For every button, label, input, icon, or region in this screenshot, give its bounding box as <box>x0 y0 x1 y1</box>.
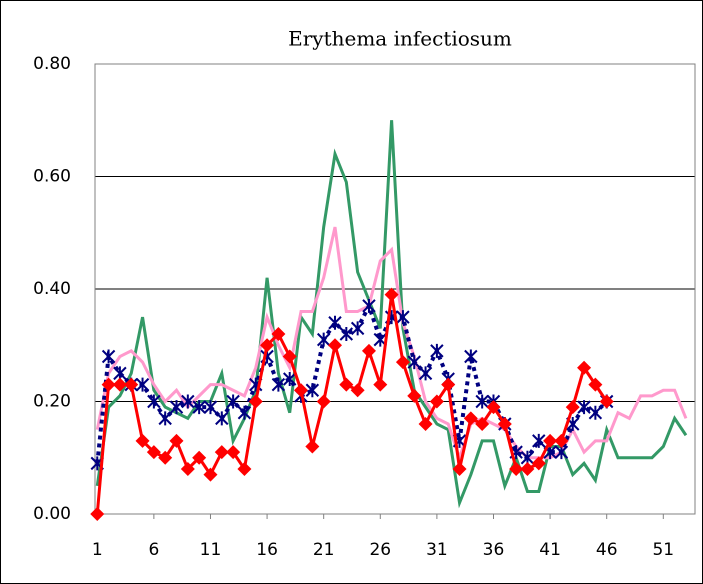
point-marker <box>90 507 105 521</box>
plot-frame <box>94 63 696 515</box>
point-marker <box>283 372 297 386</box>
point-marker <box>305 439 320 454</box>
point-marker <box>158 450 173 465</box>
point-marker <box>475 394 489 409</box>
point-marker <box>362 298 376 313</box>
point-marker <box>350 321 365 336</box>
point-marker <box>407 355 421 370</box>
point-marker <box>554 433 569 448</box>
series-line <box>95 300 609 464</box>
x-tick-label: 11 <box>200 540 222 560</box>
point-marker <box>146 445 161 460</box>
point-marker <box>282 349 297 364</box>
point-marker <box>588 405 603 420</box>
point-marker <box>532 433 546 448</box>
x-tick-label: 46 <box>596 540 618 560</box>
point-marker <box>418 366 433 381</box>
x-tick-label: 6 <box>148 540 159 560</box>
point-marker <box>237 462 252 476</box>
point-marker <box>271 377 286 392</box>
x-tick-label: 31 <box>426 540 448 560</box>
point-marker <box>237 405 252 420</box>
point-marker <box>316 332 331 347</box>
point-marker <box>305 383 320 398</box>
point-marker <box>497 417 512 431</box>
point-marker <box>441 377 456 392</box>
point-marker <box>565 400 580 415</box>
y-tick-label: 0.60 <box>33 167 71 187</box>
point-marker <box>226 445 241 460</box>
x-tick-label: 36 <box>483 540 505 560</box>
point-marker <box>486 400 501 415</box>
point-marker <box>215 411 229 426</box>
point-marker <box>464 349 478 364</box>
point-marker <box>429 394 444 409</box>
y-tick-label: 0.00 <box>33 504 71 524</box>
point-marker <box>169 433 184 448</box>
point-marker <box>599 394 614 409</box>
point-marker <box>112 377 127 392</box>
point-marker <box>181 394 195 409</box>
point-marker <box>577 400 591 415</box>
point-marker <box>203 400 218 415</box>
x-tick-label: 1 <box>92 540 103 560</box>
point-marker <box>418 417 433 431</box>
point-marker <box>135 433 150 448</box>
y-tick-label: 0.80 <box>33 54 71 74</box>
chart-title: Erythema infectiosum <box>288 27 512 51</box>
point-marker <box>475 417 490 431</box>
point-marker <box>135 377 150 392</box>
x-tick-label: 51 <box>652 540 674 560</box>
point-marker <box>430 343 444 358</box>
point-marker <box>328 315 342 330</box>
point-marker <box>101 377 116 392</box>
point-marker <box>339 327 354 341</box>
point-marker <box>577 360 592 375</box>
point-marker <box>373 377 388 392</box>
point-marker <box>226 394 240 409</box>
point-marker <box>531 456 546 471</box>
x-tick-label: 26 <box>369 540 391 560</box>
x-tick-label: 16 <box>256 540 278 560</box>
point-marker <box>203 467 218 482</box>
point-marker <box>463 411 478 426</box>
point-marker <box>101 349 116 364</box>
point-marker <box>192 400 206 415</box>
point-marker <box>316 394 331 409</box>
point-marker <box>158 411 172 426</box>
point-marker <box>520 462 535 476</box>
point-marker <box>350 383 365 398</box>
point-marker <box>384 287 399 302</box>
x-tick-label: 41 <box>539 540 561 560</box>
point-marker <box>543 433 558 448</box>
point-marker <box>452 462 467 476</box>
point-marker <box>396 310 410 325</box>
point-marker <box>271 327 286 341</box>
point-marker <box>248 394 263 409</box>
point-marker <box>124 377 139 392</box>
point-marker <box>169 400 184 415</box>
point-marker <box>339 377 354 392</box>
point-marker <box>260 338 275 353</box>
y-tick-label: 0.40 <box>33 279 71 299</box>
point-marker <box>509 462 524 476</box>
x-tick-label: 21 <box>313 540 335 560</box>
y-tick-label: 0.20 <box>33 392 71 412</box>
point-marker <box>395 355 410 370</box>
point-marker <box>588 377 603 392</box>
series-line <box>95 226 688 463</box>
point-marker <box>361 343 376 358</box>
point-marker <box>328 338 342 353</box>
point-marker <box>147 394 161 409</box>
point-marker <box>180 462 195 476</box>
point-marker <box>407 388 422 403</box>
point-marker <box>214 445 229 460</box>
point-marker <box>294 383 309 398</box>
point-marker <box>192 450 207 465</box>
